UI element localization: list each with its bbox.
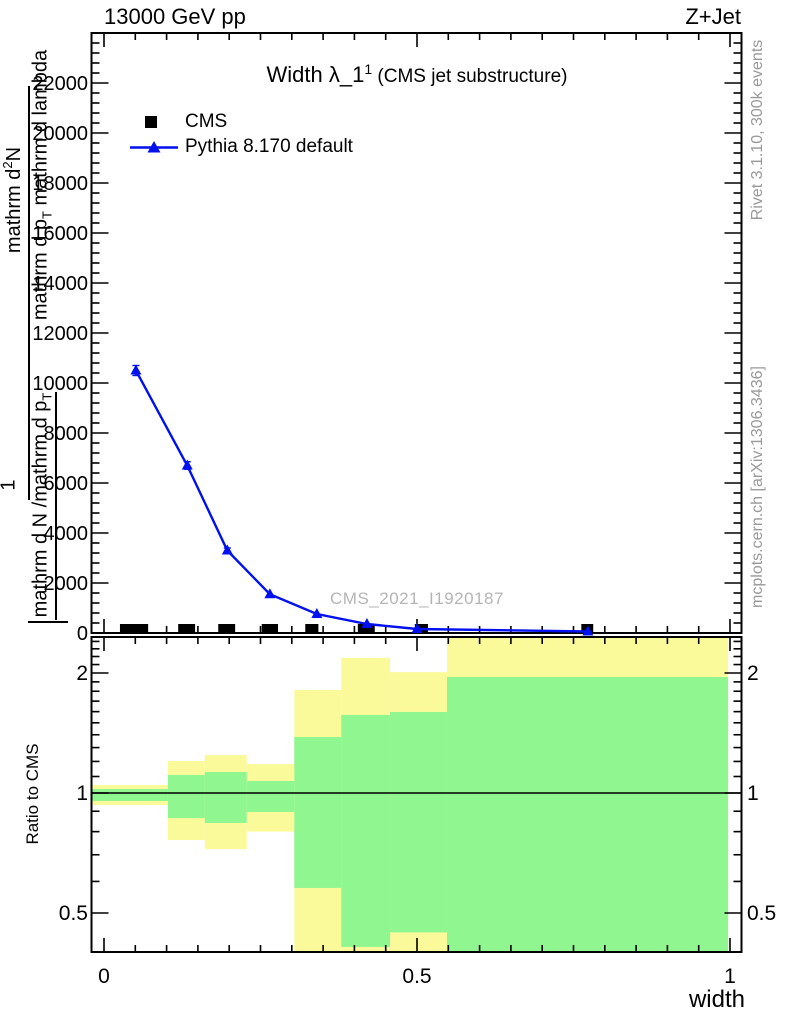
legend-label-pythia: Pythia 8.170 default	[185, 136, 353, 157]
y-label-fraction-bar	[28, 621, 68, 623]
cms-data-marker	[178, 624, 196, 633]
y-label-frag-text: N	[2, 146, 25, 162]
cms-data-marker	[218, 624, 236, 633]
y-label-frag-text: mathrm d N /mathrm d p	[29, 400, 52, 618]
main-y-tick-label: 6000	[44, 473, 89, 495]
legend-label-cms: CMS	[185, 111, 228, 132]
pythia-triangle-marker	[361, 618, 373, 628]
ratio-y-tick-label-right: 1	[747, 782, 759, 805]
x-axis-label: width	[688, 986, 745, 1013]
header-process: Z+Jet	[685, 4, 741, 29]
cms-data-marker	[357, 624, 375, 633]
ratio-y-tick-label-left: 2	[76, 662, 88, 685]
pythia-triangle-marker	[582, 625, 594, 636]
plot-title-superscript: 1	[364, 61, 373, 77]
pythia-triangle-marker	[411, 623, 423, 633]
ratio-y-tick-label-left: 0.5	[59, 902, 88, 925]
y-label-frac2-numerator: mathrm d2N	[0, 147, 26, 253]
pythia-curve	[134, 369, 588, 633]
y-label-frag-sub: T	[39, 211, 55, 219]
y-label-frac2-denominator: mathrm d pT mathrm d lambda	[30, 50, 55, 320]
legend-marker-pythia-triangle	[147, 141, 161, 153]
sidenote-rivet-version: Rivet 3.1.10, 300k events	[749, 39, 766, 221]
ratio-green-band	[294, 736, 342, 888]
main-y-tick-label: 10000	[32, 373, 88, 395]
header-beam-energy: 13000 GeV pp	[104, 4, 246, 29]
main-y-tick-label: 14000	[32, 273, 88, 295]
x-tick-label: 0	[98, 965, 110, 988]
main-y-tick-label: 4000	[44, 523, 89, 545]
ratio-green-band	[390, 711, 448, 933]
ratio-green-band	[447, 677, 729, 952]
ratio-green-band	[246, 780, 295, 813]
main-y-tick-label: 22000	[32, 73, 88, 95]
y-label-frag-text: 1	[0, 479, 20, 490]
main-y-tick-label: 16000	[32, 223, 88, 245]
y-label-frac1-denominator: mathrm d N /mathrm d pT	[30, 393, 55, 618]
ratio-green-band	[167, 774, 205, 819]
x-tick-label: 1	[724, 965, 736, 988]
cms-data-marker	[305, 624, 319, 633]
pythia-triangle-marker	[311, 608, 323, 618]
pythia-triangle-marker	[181, 459, 193, 470]
legend-marker-cms-square	[145, 116, 157, 128]
y-label-frag-text: mathrm d lambda	[29, 49, 52, 212]
plot-title: Width λ_11 (CMS jet substructure)	[92, 61, 742, 88]
y-label-fraction-bar	[55, 392, 57, 620]
ratio-green-band	[91, 789, 168, 801]
ratio-y-tick-label-right: 2	[747, 662, 759, 685]
watermark-analysis-id: CMS_2021_I1920187	[330, 589, 504, 608]
y-label-frag-sup: 2	[0, 161, 16, 169]
pythia-triangle-marker	[221, 544, 233, 555]
x-tick-label: 0.5	[402, 965, 431, 988]
y-label-frac1-numerator: 1	[0, 479, 21, 490]
main-y-tick-label: 20000	[32, 123, 88, 145]
plot-title-main: Width λ_1	[266, 62, 365, 87]
ratio-y-axis-label: Ratio to CMS	[23, 743, 42, 845]
main-y-tick-label: 8000	[44, 423, 89, 445]
main-y-tick-label: 0	[77, 623, 88, 645]
plot-title-suffix: (CMS jet substructure)	[372, 66, 568, 87]
y-label-frag-text: mathrm d p	[29, 218, 52, 321]
cms-data-marker	[119, 624, 149, 633]
y-label-fraction-bar	[28, 86, 30, 500]
sidenote-mcplots-arxiv: mcplots.cern.ch [arXiv:1306.3436]	[749, 366, 766, 608]
ratio-green-band	[204, 771, 247, 823]
ratio-green-band	[341, 714, 391, 947]
main-y-tick-label: 12000	[32, 323, 88, 345]
ratio-y-tick-label-right: 0.5	[747, 902, 776, 925]
pythia-triangle-marker	[130, 364, 142, 375]
pythia-triangle-marker	[264, 588, 276, 599]
main-y-tick-label: 2000	[44, 573, 89, 595]
y-label-frag-sub: T	[39, 392, 55, 401]
cms-data-marker	[261, 624, 279, 633]
y-label-frag-text: mathrm d	[2, 168, 25, 254]
ratio-y-tick-label-left: 1	[76, 782, 88, 805]
main-y-tick-label: 18000	[32, 173, 88, 195]
